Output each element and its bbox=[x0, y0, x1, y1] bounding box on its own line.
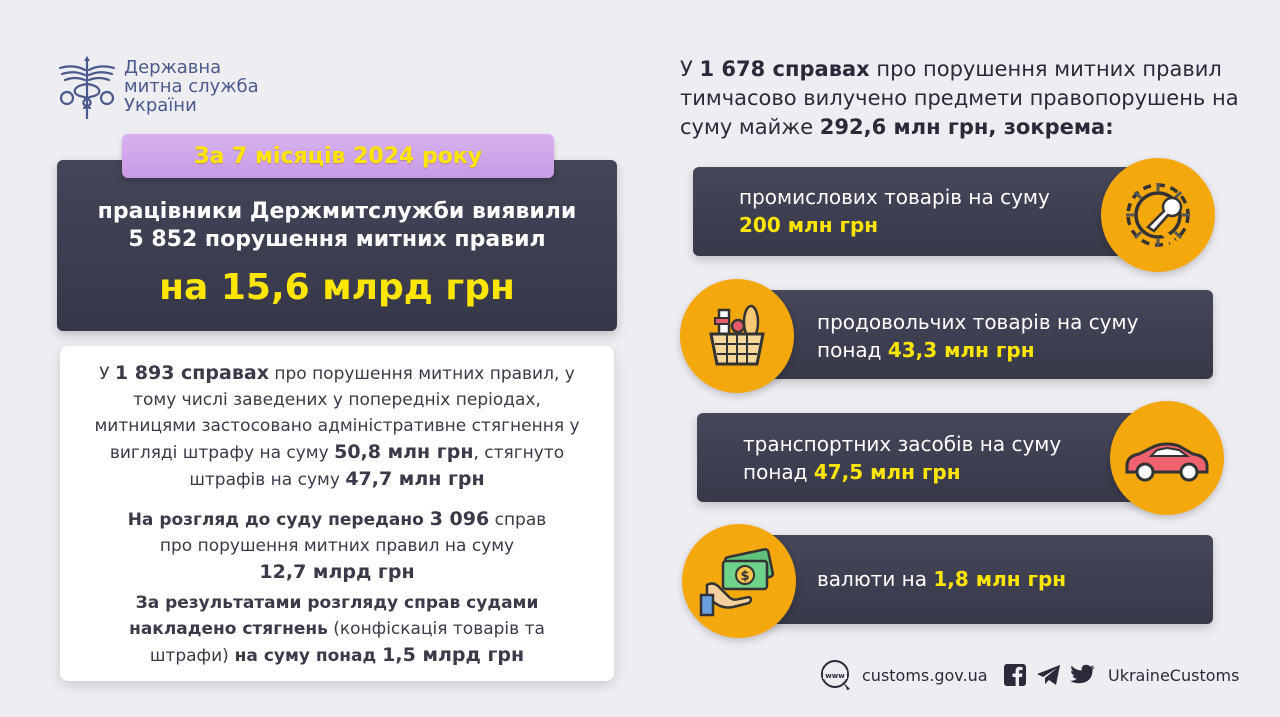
court-cases-count: 3 096 bbox=[429, 508, 490, 530]
row-label: продовольчих товарів на суму bbox=[817, 310, 1139, 334]
text: За результатами розгляду справ судами на… bbox=[129, 593, 539, 639]
svg-text:$: $ bbox=[740, 569, 749, 584]
seizure-heading: У 1 678 справах про порушення митних пра… bbox=[680, 55, 1250, 142]
court-amount: 12,7 млрд грн bbox=[259, 561, 415, 583]
logo-line-3: України bbox=[124, 95, 197, 116]
customs-logo: Державна митна служба України bbox=[56, 54, 286, 124]
car-icon bbox=[1110, 401, 1224, 515]
social-handle[interactable]: UkraineCustoms bbox=[1108, 665, 1240, 685]
row-label: промислових товарів на суму bbox=[739, 185, 1050, 209]
website-link[interactable]: www customs.gov.ua bbox=[820, 658, 988, 692]
info-card: У 1 893 справах про порушення митних пра… bbox=[60, 346, 614, 681]
row-text: промислових товарів на суму 200 млн грн bbox=[739, 183, 1050, 239]
main-amount: на 15,6 млрд грн bbox=[159, 267, 515, 308]
penalty-amount: 1,5 млрд грн bbox=[382, 644, 525, 666]
svg-text:www: www bbox=[825, 672, 845, 680]
collected-amount: 47,7 млн грн bbox=[345, 468, 485, 490]
text: понад bbox=[817, 338, 888, 362]
main-stat-text: працівники Держмитслужби виявили 5 852 п… bbox=[57, 198, 617, 254]
seizure-amount: 292,6 млн грн, зокрема: bbox=[819, 115, 1114, 139]
row-amount: 200 млн грн bbox=[739, 213, 879, 237]
row-currency: валюти на 1,8 млн грн bbox=[741, 535, 1213, 624]
period-label: За 7 місяців 2024 року bbox=[122, 134, 554, 178]
logo-line-2: митна служба bbox=[124, 76, 259, 97]
twitter-icon[interactable] bbox=[1070, 664, 1096, 686]
text: У bbox=[680, 57, 700, 81]
row-amount: 1,8 млн грн bbox=[933, 567, 1067, 591]
text: понад bbox=[743, 460, 814, 484]
facebook-icon[interactable] bbox=[1004, 664, 1026, 686]
text: про порушення митних правил на суму bbox=[159, 536, 515, 556]
text: На розгляд до суду передано bbox=[127, 510, 430, 530]
logo-line-1: Державна bbox=[124, 57, 222, 78]
text: на суму понад bbox=[228, 646, 383, 666]
telegram-icon[interactable] bbox=[1036, 664, 1062, 686]
globe-www-icon: www bbox=[821, 660, 850, 690]
fine-amount: 50,8 млн грн bbox=[334, 441, 474, 463]
text: про порушення митних правил, у тому числ… bbox=[94, 364, 580, 463]
row-amount: 43,3 млн грн bbox=[887, 338, 1035, 362]
row-vehicles: транспортних засобів на суму понад 47,5 … bbox=[697, 413, 1159, 502]
social-links: UkraineCustoms bbox=[1004, 658, 1239, 692]
row-text: транспортних засобів на суму понад 47,5 … bbox=[743, 430, 1061, 486]
row-text: продовольчих товарів на суму понад 43,3 … bbox=[817, 308, 1138, 364]
row-industrial-goods: промислових товарів на суму 200 млн грн bbox=[693, 167, 1155, 256]
text: У bbox=[99, 364, 115, 384]
info-paragraph-penalties: За результатами розгляду справ судами на… bbox=[74, 590, 600, 669]
row-amount: 47,5 млн грн bbox=[813, 460, 961, 484]
main-line-1: працівники Держмитслужби виявили bbox=[97, 199, 577, 224]
info-paragraph-court: На розгляд до суду передано 3 096 справ … bbox=[74, 506, 600, 586]
text: про порушення митних правил тимчасово ви… bbox=[680, 57, 1239, 139]
cases-count: 1 893 справах bbox=[114, 362, 269, 384]
text: , стягнуто штрафів на суму bbox=[189, 443, 565, 490]
gear-wrench-icon bbox=[1101, 158, 1215, 272]
money-hand-icon: $ bbox=[682, 524, 796, 638]
seizure-cases-count: 1 678 справах bbox=[699, 57, 870, 81]
row-label: валюти на bbox=[817, 567, 934, 591]
row-text: валюти на 1,8 млн грн bbox=[817, 565, 1066, 593]
row-food-goods: продовольчих товарів на суму понад 43,3 … bbox=[735, 290, 1213, 379]
text: справ bbox=[489, 510, 547, 530]
logo-text: Державна митна служба України bbox=[124, 58, 259, 115]
website-url[interactable]: customs.gov.ua bbox=[862, 665, 988, 685]
food-basket-icon bbox=[680, 279, 794, 393]
customs-emblem-icon bbox=[58, 56, 116, 120]
info-paragraph-fines: У 1 893 справах про порушення митних пра… bbox=[74, 360, 600, 493]
text: (конфіскація товарів та штрафи) bbox=[149, 619, 545, 666]
main-stat-card: працівники Держмитслужби виявили 5 852 п… bbox=[57, 160, 617, 331]
main-line-2: 5 852 порушення митних правил bbox=[128, 227, 546, 252]
row-label: транспортних засобів на суму bbox=[743, 432, 1062, 456]
